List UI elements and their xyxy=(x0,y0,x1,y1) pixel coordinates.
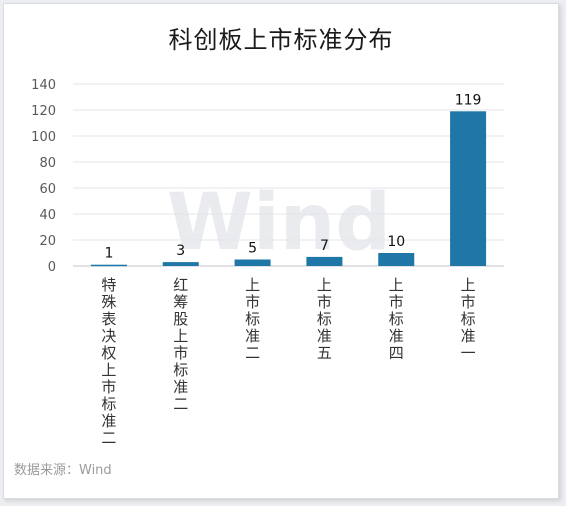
data-label: 5 xyxy=(248,241,257,257)
category-label: 特殊表决权上市标准二 xyxy=(101,276,116,447)
data-label: 119 xyxy=(455,92,482,108)
bar xyxy=(90,264,127,267)
category-label: 上市标准四 xyxy=(389,276,404,362)
data-label: 7 xyxy=(320,238,329,254)
bar xyxy=(378,253,415,266)
y-tick-label: 100 xyxy=(31,130,56,145)
data-label: 10 xyxy=(387,234,405,250)
bar xyxy=(306,256,343,266)
watermark: Wind xyxy=(167,178,391,268)
source-note: 数据来源：Wind xyxy=(14,463,112,478)
y-tick-label: 20 xyxy=(39,234,56,249)
category-label: 上市标准五 xyxy=(317,276,332,362)
y-tick-label: 140 xyxy=(31,78,56,93)
y-tick-label: 0 xyxy=(48,260,56,275)
bar xyxy=(450,111,487,266)
data-label: 1 xyxy=(104,246,113,262)
category-label: 上市标准二 xyxy=(245,276,260,362)
y-tick-label: 40 xyxy=(39,208,56,223)
bar xyxy=(234,259,271,266)
y-tick-label: 120 xyxy=(31,104,56,119)
chart-card: 科创板上市标准分布 Wind 0 20 40 60 80 100 120 140 1 特殊表决权上市… xyxy=(3,3,559,499)
data-label: 3 xyxy=(176,243,185,259)
category-label: 红筹股上市标准二 xyxy=(173,276,188,413)
bar-chart: Wind 0 20 40 60 80 100 120 140 1 特殊表决权上市标准二 3 红筹股上市标… xyxy=(31,78,504,447)
bar xyxy=(162,262,199,266)
category-label: 上市标准一 xyxy=(461,276,476,362)
y-tick-label: 80 xyxy=(39,156,56,171)
chart-title: 科创板上市标准分布 xyxy=(168,26,394,54)
y-tick-label: 60 xyxy=(39,182,56,197)
